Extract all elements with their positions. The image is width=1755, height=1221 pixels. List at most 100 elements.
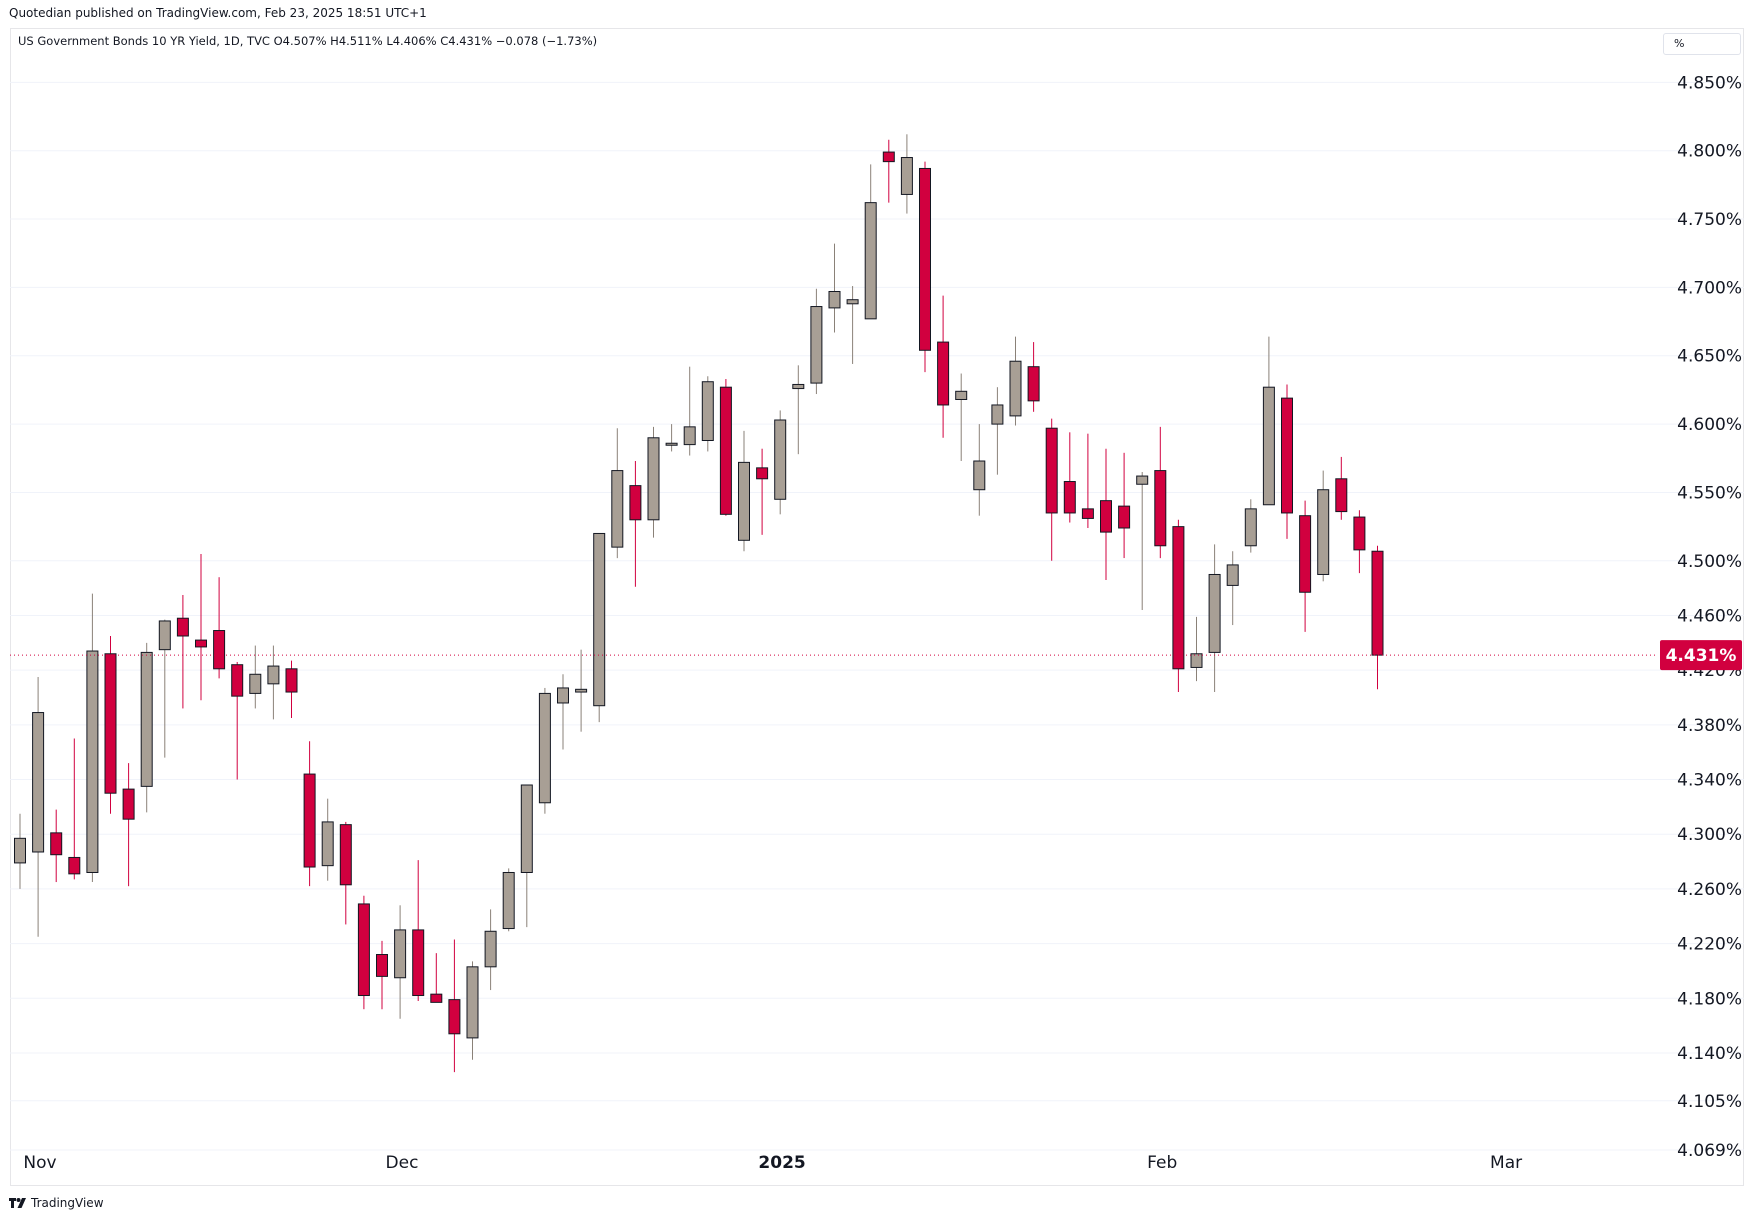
y-tick-label: 4.750% [1677, 210, 1742, 230]
candle[interactable] [285, 660, 298, 719]
candle[interactable] [1226, 551, 1239, 626]
candle[interactable] [195, 553, 207, 701]
candle[interactable] [32, 677, 45, 937]
candle[interactable] [502, 868, 515, 932]
candle-body [955, 390, 968, 400]
candle-body [68, 856, 81, 875]
candle[interactable] [593, 532, 606, 723]
candle[interactable] [683, 366, 696, 456]
candle[interactable] [68, 738, 81, 880]
candle[interactable] [919, 161, 931, 373]
candle[interactable] [955, 373, 968, 462]
candle[interactable] [1208, 544, 1221, 693]
candle[interactable] [50, 809, 63, 883]
candle[interactable] [376, 940, 388, 1010]
candle[interactable] [466, 961, 479, 1060]
candle[interactable] [1335, 456, 1348, 520]
candle[interactable] [1154, 426, 1167, 559]
candle[interactable] [991, 387, 1004, 475]
candle-body [86, 650, 99, 873]
candle[interactable] [810, 288, 823, 395]
candle[interactable] [430, 953, 443, 1003]
candle[interactable] [1100, 448, 1112, 580]
candle-body [756, 467, 769, 480]
candle[interactable] [1009, 336, 1022, 426]
candle[interactable] [176, 594, 189, 709]
candle[interactable] [719, 378, 732, 516]
candle[interactable] [448, 939, 461, 1073]
y-tick-label: 4.550% [1677, 483, 1742, 503]
y-tick-label: 4.380% [1677, 716, 1742, 736]
candle-body [593, 532, 606, 707]
candle[interactable] [140, 642, 153, 813]
candle[interactable] [520, 784, 533, 928]
candle-body [104, 653, 117, 794]
candle[interactable] [231, 661, 244, 780]
candle-body [50, 832, 63, 856]
candle[interactable] [122, 763, 135, 887]
candle[interactable] [738, 430, 750, 552]
candle[interactable] [1027, 342, 1040, 412]
candle[interactable] [1045, 418, 1058, 561]
candle[interactable] [213, 577, 226, 679]
last-price-box [1660, 640, 1742, 671]
candle[interactable] [1081, 433, 1094, 528]
candle[interactable] [538, 687, 551, 814]
publisher-caption: Quotedian published on TradingView.com, … [9, 6, 427, 20]
candle[interactable] [647, 426, 660, 538]
candle-body [1244, 508, 1257, 547]
y-tick-label: 4.260% [1677, 880, 1742, 900]
candle[interactable] [882, 139, 895, 203]
candle[interactable] [412, 860, 425, 1001]
candle[interactable] [1118, 452, 1131, 559]
candle-body [267, 665, 280, 685]
candle[interactable] [828, 243, 841, 333]
candle-body [1172, 526, 1185, 670]
candle[interactable] [611, 428, 624, 559]
candle[interactable] [1299, 500, 1312, 632]
candle[interactable] [900, 134, 913, 214]
footer-brand[interactable]: TradingView [9, 1196, 104, 1210]
time-axis: Nov Dec 2025 Feb Mar [23, 1153, 1522, 1173]
candle[interactable] [321, 798, 334, 881]
candle[interactable] [1063, 432, 1076, 523]
candle[interactable] [756, 448, 769, 535]
candle[interactable] [792, 365, 805, 455]
candle[interactable] [937, 295, 950, 438]
unit-selector[interactable]: % [1663, 33, 1741, 55]
candle[interactable] [1317, 470, 1330, 582]
candle[interactable] [1281, 384, 1293, 539]
candle[interactable] [774, 410, 787, 515]
y-tick-label: 4.650% [1677, 347, 1742, 367]
candle[interactable] [665, 424, 678, 452]
candle[interactable] [86, 593, 99, 883]
candle[interactable] [104, 635, 117, 814]
candle[interactable] [557, 674, 569, 750]
candle[interactable] [864, 164, 877, 320]
candle[interactable] [484, 909, 497, 991]
candle[interactable] [249, 645, 262, 709]
candle[interactable] [1262, 336, 1275, 506]
candle[interactable] [158, 619, 171, 758]
candle[interactable] [303, 741, 316, 887]
candle[interactable] [1353, 510, 1366, 574]
candle[interactable] [1371, 545, 1384, 690]
candle[interactable] [1136, 471, 1149, 611]
candle[interactable] [14, 813, 26, 889]
candle[interactable] [629, 461, 642, 587]
candle[interactable] [1190, 616, 1203, 682]
candle[interactable] [701, 376, 714, 452]
candle[interactable] [1244, 499, 1257, 553]
candle[interactable] [339, 821, 352, 925]
candle[interactable] [973, 424, 986, 516]
candle-body [1027, 366, 1040, 402]
candle-body [1118, 505, 1131, 529]
candle-body [1299, 515, 1312, 593]
candle[interactable] [267, 645, 280, 720]
candle[interactable] [394, 905, 407, 1019]
candle[interactable] [846, 286, 859, 364]
candle[interactable] [357, 895, 370, 1010]
candle[interactable] [575, 649, 588, 732]
candle[interactable] [1172, 519, 1185, 693]
